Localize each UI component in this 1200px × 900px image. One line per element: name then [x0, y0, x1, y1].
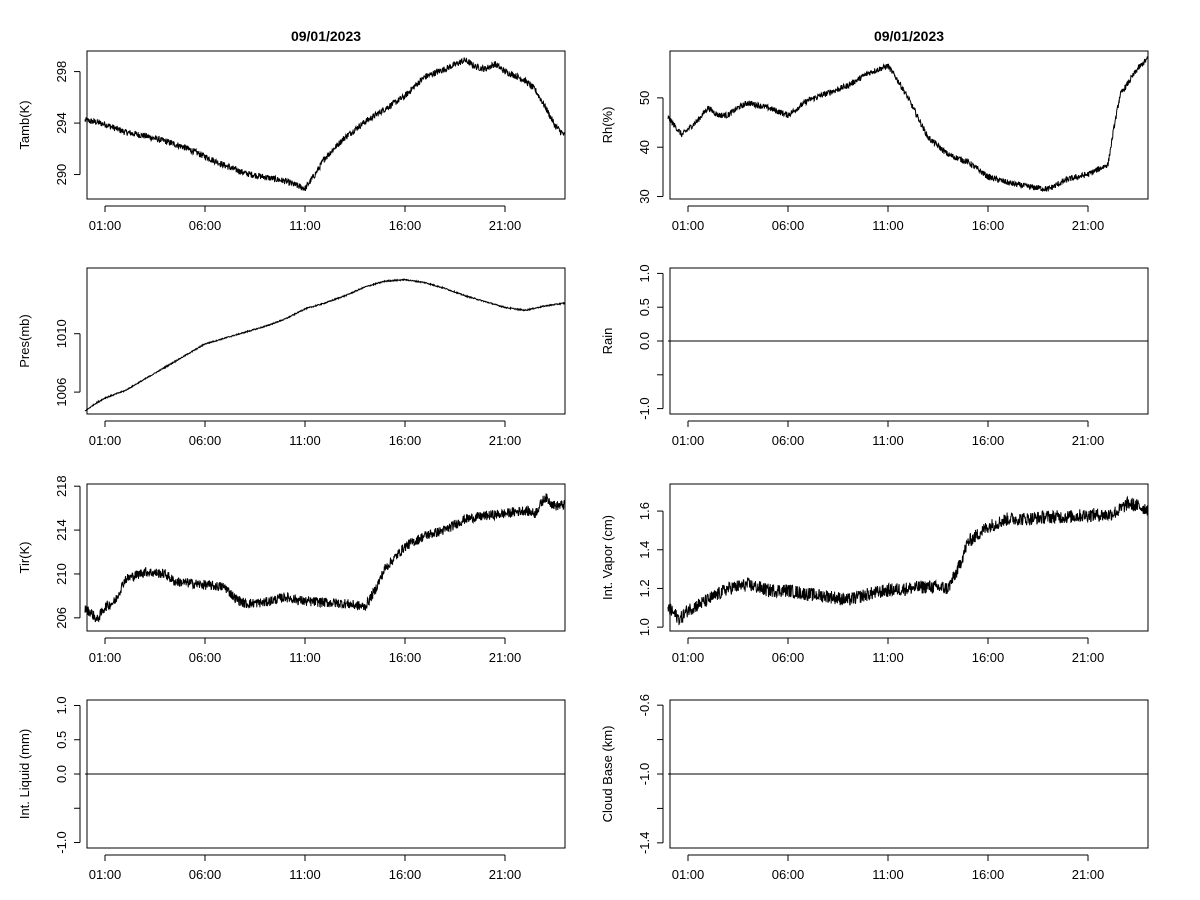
x-tick-label: 21:00	[489, 650, 522, 665]
x-tick-label: 01:00	[89, 867, 122, 882]
x-tick-label: 21:00	[489, 218, 522, 233]
y-tick-label: 214	[54, 519, 69, 541]
x-tick-label: 11:00	[872, 218, 904, 233]
x-tick-label: 06:00	[189, 650, 222, 665]
y-axis-label: Tamb(K)	[17, 100, 32, 149]
y-tick-label: -0.6	[637, 694, 652, 716]
y-tick-label: 30	[637, 189, 652, 203]
x-tick-label: 01:00	[672, 650, 705, 665]
y-tick-label: 290	[54, 164, 69, 186]
x-tick-label: 01:00	[89, 433, 122, 448]
x-tick-label: 06:00	[189, 433, 222, 448]
series-line-rh	[667, 56, 1149, 193]
x-tick-label: 01:00	[672, 867, 705, 882]
x-tick-label: 16:00	[972, 218, 1005, 233]
y-tick-label: 1.0	[637, 264, 652, 282]
y-axis-label: Rain	[600, 328, 615, 355]
x-tick-label: 21:00	[1072, 650, 1105, 665]
x-tick-label: 01:00	[89, 218, 122, 233]
x-tick-label: 01:00	[672, 433, 705, 448]
x-tick-label: 11:00	[872, 867, 904, 882]
plot-frame	[86, 483, 566, 632]
series-line-vapor	[667, 495, 1149, 626]
x-tick-label: 01:00	[672, 218, 705, 233]
x-tick-label: 16:00	[389, 433, 422, 448]
panel-vapor: Int. Vapor (cm) 01:00 06:00 11:00 16:00 21:00…	[600, 483, 1149, 665]
y-tick-label: 0.0	[637, 332, 652, 350]
series-line-tamb	[84, 57, 566, 191]
y-axis-label: Int. Liquid (mm)	[17, 729, 32, 819]
y-tick-label: 1010	[54, 319, 69, 348]
x-tick-label: 21:00	[1072, 867, 1105, 882]
y-tick-label: 1.6	[637, 502, 652, 520]
y-tick-label: 218	[54, 475, 69, 497]
x-tick-label: 01:00	[89, 650, 122, 665]
y-tick-label: 210	[54, 563, 69, 585]
y-tick-label: 50	[637, 91, 652, 105]
y-tick-label: 206	[54, 607, 69, 629]
panel-cloud: Cloud Base (km) 01:00 06:00 11:00 16:00 21:00…	[600, 694, 1149, 882]
x-tick-label: 11:00	[289, 867, 321, 882]
x-tick-label: 06:00	[772, 218, 805, 233]
y-tick-label: 0.5	[637, 298, 652, 316]
y-tick-label: -1.4	[637, 832, 652, 854]
x-tick-label: 16:00	[389, 867, 422, 882]
x-tick-label: 11:00	[872, 650, 904, 665]
plot-frame	[86, 50, 566, 200]
panel-pres: Pres(mb) 01:00 06:00 11:00 16:00 21:00 1006 101…	[17, 267, 566, 448]
y-tick-label: 1.4	[637, 541, 652, 559]
panel-rh: 09/01/2023 Rh(%) 01:00 06:00 11:00 16:00 21:00…	[600, 28, 1149, 233]
x-tick-label: 11:00	[872, 433, 904, 448]
x-tick-label: 21:00	[489, 867, 522, 882]
y-tick-label: 1006	[54, 378, 69, 407]
x-tick-label: 16:00	[972, 867, 1005, 882]
y-tick-label: 1.0	[637, 618, 652, 636]
x-tick-label: 21:00	[489, 433, 522, 448]
y-axis-label: Rh(%)	[600, 107, 615, 144]
plot-frame	[669, 50, 1149, 200]
y-axis-label: Int. Vapor (cm)	[600, 515, 615, 600]
plot-frame	[669, 483, 1149, 632]
x-tick-label: 11:00	[289, 433, 321, 448]
plot-frame	[86, 267, 566, 415]
panel-liquid: Int. Liquid (mm) 01:00 06:00 11:00 16:00 21:0…	[17, 696, 566, 882]
y-tick-label: 0.0	[54, 765, 69, 783]
y-axis-label: Cloud Base (km)	[600, 726, 615, 823]
x-tick-label: 16:00	[972, 650, 1005, 665]
x-tick-label: 06:00	[772, 650, 805, 665]
series-line-tir	[84, 493, 566, 623]
x-tick-label: 06:00	[772, 867, 805, 882]
x-tick-label: 06:00	[189, 218, 222, 233]
x-tick-label: 06:00	[189, 867, 222, 882]
y-tick-label: 0.5	[54, 731, 69, 749]
x-tick-label: 16:00	[389, 650, 422, 665]
x-tick-label: 06:00	[772, 433, 805, 448]
x-tick-label: 11:00	[289, 650, 321, 665]
panel-tir: Tir(K) 01:00 06:00 11:00 16:00 21:00 206 210 214…	[17, 475, 566, 665]
y-tick-label: 294	[54, 112, 69, 134]
y-tick-label: -1.0	[637, 397, 652, 419]
panel-tamb: 09/01/2023 Tamb(K) 01:00 06:00 11:00 16:00 21:…	[17, 28, 566, 233]
x-tick-label: 21:00	[1072, 433, 1105, 448]
x-tick-label: 16:00	[972, 433, 1005, 448]
y-tick-label: -1.0	[637, 763, 652, 785]
y-tick-label: 40	[637, 140, 652, 154]
series-line-pres	[84, 278, 566, 412]
x-tick-label: 16:00	[389, 218, 422, 233]
y-tick-label: -1.0	[54, 831, 69, 853]
y-axis-label: Pres(mb)	[17, 314, 32, 367]
x-tick-label: 21:00	[1072, 218, 1105, 233]
panel-rain: Rain 01:00 06:00 11:00 16:00 21:00 -1.0 0.0 0.5 1…	[600, 264, 1149, 448]
y-tick-label: 298	[54, 61, 69, 83]
y-tick-label: 1.2	[637, 579, 652, 597]
x-tick-label: 11:00	[289, 218, 321, 233]
panel-title: 09/01/2023	[874, 28, 944, 44]
panel-title: 09/01/2023	[291, 28, 361, 44]
y-axis-label: Tir(K)	[17, 541, 32, 573]
y-tick-label: 1.0	[54, 696, 69, 714]
